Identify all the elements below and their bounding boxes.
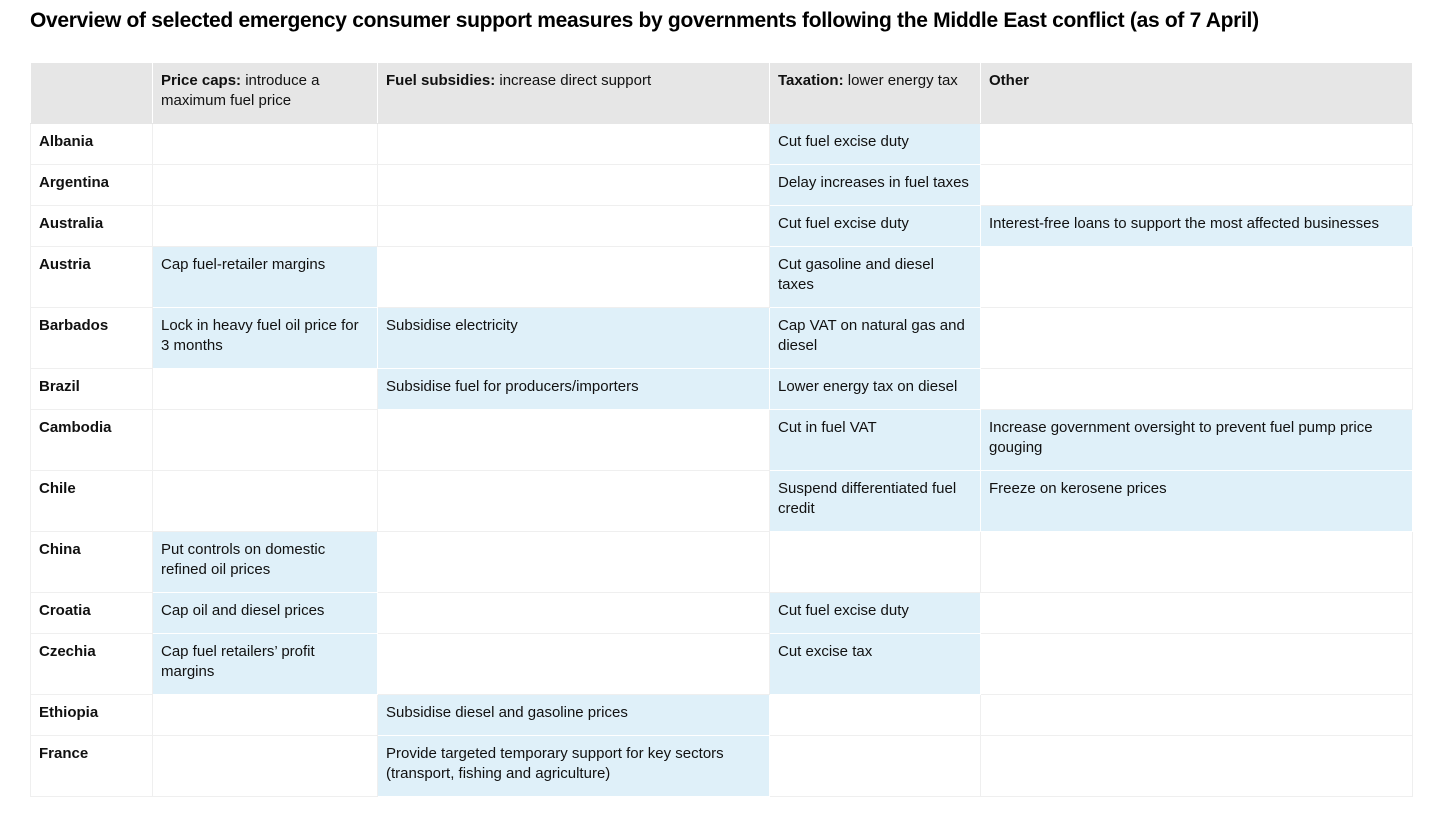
cell-price-caps: Cap oil and diesel prices [152,592,378,634]
table-row: Brazil Subsidise fuel for producers/impor… [30,368,1413,410]
page-title: Overview of selected emergency consumer … [30,9,1259,32]
country-name: Barbados [30,307,153,369]
column-header-other: Other [980,62,1413,124]
cell-other [980,633,1413,695]
cell-fuel-subsidies: Subsidise diesel and gasoline prices [377,694,770,736]
column-header-title: Other [989,72,1030,89]
cell-price-caps [152,694,378,736]
cell-fuel-subsidies: Subsidise fuel for producers/importers [377,368,770,410]
cell-taxation: Cut fuel excise duty [769,123,981,165]
country-name: Austria [30,246,153,308]
column-header-title: Taxation: [778,72,844,89]
cell-price-caps: Cap fuel-retailer margins [152,246,378,308]
country-name: Argentina [30,164,153,206]
column-header-description: lower energy tax [843,72,958,89]
cell-other [980,531,1413,593]
cell-price-caps [152,368,378,410]
cell-taxation: Cut excise tax [769,633,981,695]
country-name: China [30,531,153,593]
cell-fuel-subsidies [377,205,770,247]
cell-price-caps [152,409,378,471]
cell-taxation: Lower energy tax on diesel [769,368,981,410]
cell-price-caps [152,123,378,165]
cell-other [980,735,1413,797]
country-name: Cambodia [30,409,153,471]
column-header-title: Price caps: [161,72,242,89]
column-header-country [30,62,153,124]
cell-other [980,307,1413,369]
cell-price-caps [152,470,378,532]
cell-price-caps [152,205,378,247]
cell-fuel-subsidies [377,531,770,593]
country-name: France [30,735,153,797]
country-name: Australia [30,205,153,247]
cell-fuel-subsidies: Subsidise electricity [377,307,770,369]
cell-price-caps [152,735,378,797]
column-header-title: Fuel subsidies: [386,72,496,89]
table-row: China Put controls on domestic refined oi… [30,531,1413,593]
table-row: Croatia Cap oil and diesel prices Cut fuel… [30,592,1413,634]
cell-other: Freeze on kerosene prices [980,470,1413,532]
country-name: Brazil [30,368,153,410]
cell-taxation: Cut fuel excise duty [769,205,981,247]
column-header-description: increase direct support [495,72,652,89]
cell-other [980,164,1413,206]
table-row: Albania Cut fuel excise duty [30,123,1413,165]
table-row: Barbados Lock in heavy fuel oil price for… [30,307,1413,369]
country-name: Ethiopia [30,694,153,736]
cell-other [980,694,1413,736]
header-row: Price caps: introduce a maximum fuel pri… [30,62,1413,124]
cell-taxation: Delay increases in fuel taxes [769,164,981,206]
table-row: Australia Cut fuel excise duty Interest-fr… [30,205,1413,247]
cell-taxation: Cut fuel excise duty [769,592,981,634]
cell-price-caps: Put controls on domestic refined oil pri… [152,531,378,593]
cell-taxation: Cut gasoline and diesel taxes [769,246,981,308]
cell-fuel-subsidies [377,409,770,471]
country-name: Chile [30,470,153,532]
measures-table: Price caps: introduce a maximum fuel pri… [30,62,1413,797]
cell-taxation [769,735,981,797]
cell-taxation: Suspend differentiated fuel credit [769,470,981,532]
cell-taxation: Cap VAT on natural gas and diesel [769,307,981,369]
cell-fuel-subsidies [377,470,770,532]
country-name: Czechia [30,633,153,695]
cell-fuel-subsidies [377,592,770,634]
table-row: Austria Cap fuel-retailer margins Cut gaso… [30,246,1413,308]
cell-price-caps [152,164,378,206]
cell-fuel-subsidies [377,123,770,165]
cell-other: Increase government oversight to prevent… [980,409,1413,471]
cell-price-caps: Lock in heavy fuel oil price for 3 month… [152,307,378,369]
cell-fuel-subsidies [377,246,770,308]
country-name: Croatia [30,592,153,634]
cell-price-caps: Cap fuel retailers’ profit margins [152,633,378,695]
column-header-price-caps: Price caps: introduce a maximum fuel pri… [152,62,378,124]
column-header-fuel-subsidies: Fuel subsidies: increase direct support [377,62,770,124]
table-row: Czechia Cap fuel retailers’ profit margin… [30,633,1413,695]
table-row: Argentina Delay increases in fuel taxes [30,164,1413,206]
cell-taxation [769,531,981,593]
cell-other: Interest-free loans to support the most … [980,205,1413,247]
cell-taxation: Cut in fuel VAT [769,409,981,471]
cell-taxation [769,694,981,736]
country-name: Albania [30,123,153,165]
cell-fuel-subsidies [377,633,770,695]
table-row: France Provide targeted temporary support… [30,735,1413,797]
cell-other [980,592,1413,634]
column-header-taxation: Taxation: lower energy tax [769,62,981,124]
cell-other [980,368,1413,410]
table-row: Cambodia Cut in fuel VAT Increase governme… [30,409,1413,471]
table-row: Chile Suspend differentiated fuel credit F… [30,470,1413,532]
cell-other [980,246,1413,308]
cell-fuel-subsidies: Provide targeted temporary support for k… [377,735,770,797]
cell-other [980,123,1413,165]
cell-fuel-subsidies [377,164,770,206]
column-header-description: introduce a maximum fuel price [161,72,320,109]
table-row: Ethiopia Subsidise diesel and gasoline pr… [30,694,1413,736]
